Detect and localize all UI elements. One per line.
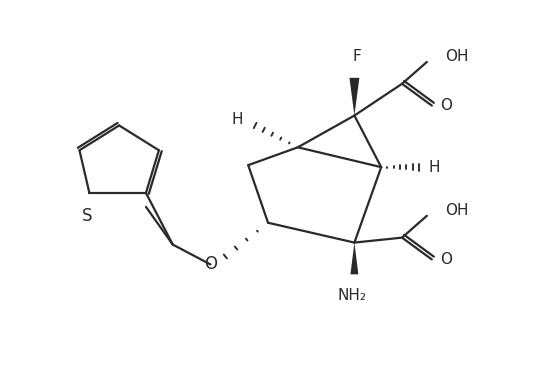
Polygon shape bbox=[350, 243, 359, 274]
Text: OH: OH bbox=[445, 203, 468, 218]
Polygon shape bbox=[349, 78, 359, 116]
Text: NH₂: NH₂ bbox=[338, 288, 367, 303]
Text: H: H bbox=[429, 160, 441, 175]
Text: O: O bbox=[204, 255, 217, 273]
Text: H: H bbox=[232, 112, 243, 127]
Text: OH: OH bbox=[445, 50, 468, 64]
Text: S: S bbox=[82, 207, 92, 225]
Text: F: F bbox=[352, 49, 361, 64]
Text: O: O bbox=[440, 252, 452, 267]
Text: O: O bbox=[440, 98, 452, 113]
